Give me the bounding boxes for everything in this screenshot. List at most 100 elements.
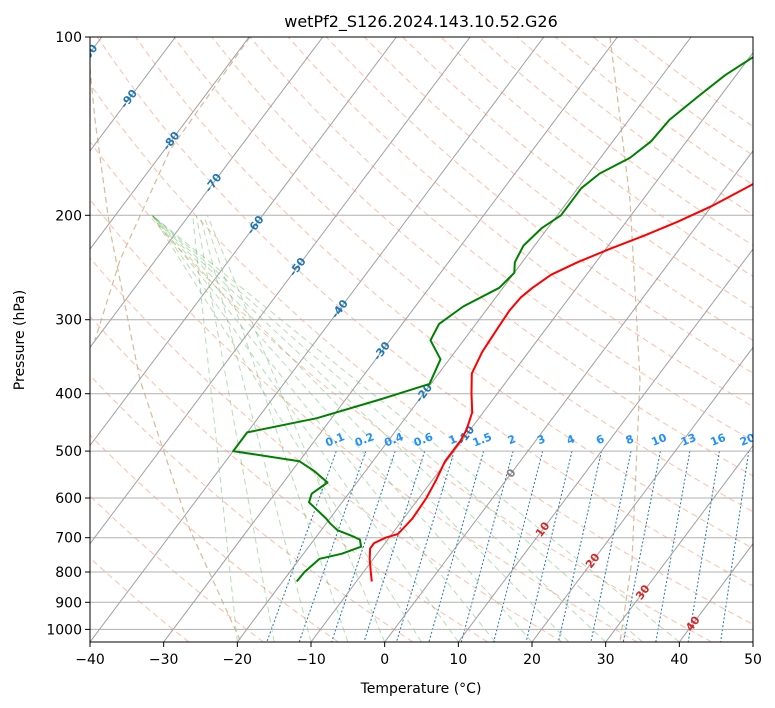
moist-adiabat-line <box>151 214 680 642</box>
reference-curve <box>90 62 241 641</box>
x-tick-label: 30 <box>597 652 615 668</box>
isotherm-line <box>310 51 753 642</box>
mixing-ratio-label: 13 <box>679 431 698 449</box>
background-lines <box>90 37 753 642</box>
isotherm-line <box>90 37 545 642</box>
mixing-ratio-line <box>655 451 691 642</box>
mixing-ratio-label: 6 <box>594 432 606 447</box>
dry-adiabat-line <box>90 198 638 642</box>
isotherm-line <box>90 37 397 447</box>
x-tick-label: 40 <box>670 652 688 668</box>
isotherm-line <box>605 444 753 642</box>
mixing-ratio-lines <box>266 450 753 642</box>
moist-adiabat-line <box>151 214 607 642</box>
x-tick-label: 10 <box>449 652 467 668</box>
x-tick-label: −20 <box>223 652 253 668</box>
x-tick-label: −30 <box>149 652 179 668</box>
x-tick-label: −10 <box>296 652 326 668</box>
mixing-ratio-line <box>298 450 367 642</box>
isotherm-label: -100 <box>73 42 100 72</box>
mixing-ratio-label: 0.4 <box>382 430 405 449</box>
dry-adiabat-line <box>90 557 190 642</box>
isotherm-label: -30 <box>371 339 394 363</box>
dry-adiabat-line <box>249 37 753 442</box>
isotherm-line <box>90 37 176 152</box>
y-axis-ticks: 100 200 300 400 500 600 700 800 900 1000 <box>46 30 90 638</box>
x-tick-label: 50 <box>744 652 762 668</box>
moist-adiabat-line <box>151 215 422 642</box>
isotherm-label: 40 <box>683 614 703 634</box>
dry-adiabat-line <box>90 434 339 642</box>
mixing-ratio-label: 16 <box>709 431 728 449</box>
dry-adiabat-line <box>90 257 563 642</box>
mixing-ratio-line <box>720 451 750 642</box>
isotherm-line <box>163 37 618 642</box>
pressure-gridlines <box>90 37 753 630</box>
mixing-ratio-label: 3 <box>535 432 547 447</box>
mixing-ratio-line <box>525 450 573 642</box>
y-tick-label: 900 <box>55 595 82 611</box>
mixing-ratio-line <box>590 450 632 642</box>
isotherm-label: -60 <box>244 213 267 237</box>
profile-series <box>232 55 753 583</box>
x-tick-label: 20 <box>523 652 541 668</box>
dry-adiabat-line <box>90 140 712 642</box>
mixing-ratio-label: 0.6 <box>412 430 435 449</box>
dry-adiabat-line <box>173 37 753 513</box>
isotherm-line <box>90 37 471 545</box>
moist-adiabat-line <box>203 215 349 642</box>
isotherm-line <box>457 248 753 642</box>
mixing-ratio-label: 10 <box>650 431 669 449</box>
isotherm-label: -90 <box>118 87 141 111</box>
y-tick-label: 500 <box>55 444 82 460</box>
mixing-ratio-line <box>493 450 544 642</box>
dry-adiabat-line <box>287 37 753 408</box>
isotherm-line <box>678 542 753 642</box>
y-tick-label: 700 <box>55 531 82 547</box>
mixing-ratio-line <box>266 450 337 642</box>
moist-adiabat-line <box>192 215 238 642</box>
dry-adiabat-line <box>364 37 753 341</box>
mixing-ratio-line <box>363 450 426 642</box>
dry-adiabat-line <box>96 37 753 587</box>
dewpoint-profile-line <box>232 55 753 583</box>
chart-title: wetPf2_S126.2024.143.10.52.G26 <box>284 12 558 32</box>
moist-adiabat-line <box>151 215 459 642</box>
y-tick-label: 1000 <box>46 622 82 638</box>
isotherm-label: 20 <box>583 551 603 571</box>
dry-adiabat-line <box>402 37 753 309</box>
mixing-ratio-label: 0.2 <box>353 430 376 449</box>
isotherm-label: 0 <box>504 466 519 480</box>
dry-adiabat-line <box>90 374 414 642</box>
reference-curve <box>94 37 251 341</box>
moist-adiabat-line <box>151 214 643 642</box>
isotherm-label: 10 <box>533 519 553 539</box>
mixing-ratio-line <box>331 450 396 642</box>
moist-adiabat-line <box>151 214 496 642</box>
isotherm-line <box>752 641 753 642</box>
mixing-ratio-label: 20 <box>738 431 757 449</box>
mixing-ratio-label: 2 <box>506 432 518 447</box>
isotherm-label: -80 <box>160 129 183 153</box>
moist-adiabat-line <box>199 215 312 642</box>
y-tick-label: 800 <box>55 565 82 581</box>
dry-adiabat-line <box>211 37 753 477</box>
mixing-ratio-line <box>460 450 514 642</box>
y-tick-label: 600 <box>55 491 82 507</box>
temperature-profile-line <box>368 182 753 582</box>
x-axis-label: Temperature (°C) <box>360 681 482 697</box>
isotherm-line <box>531 346 753 642</box>
y-axis-label: Pressure (hPa) <box>12 290 28 390</box>
dry-adiabat-line <box>90 83 753 625</box>
mixing-ratio-label: 1 <box>447 432 459 447</box>
y-tick-label: 300 <box>55 313 82 329</box>
y-tick-label: 100 <box>55 30 82 46</box>
plot-frame <box>89 36 754 643</box>
mixing-ratio-labels: 0.10.20.40.611.52346810131620253036 <box>324 430 757 449</box>
dry-adiabat-line <box>478 37 753 246</box>
isotherm-line <box>236 37 692 642</box>
mixing-ratio-line <box>752 638 753 642</box>
isotherm-line <box>90 37 324 349</box>
mixing-ratio-line <box>622 451 661 642</box>
